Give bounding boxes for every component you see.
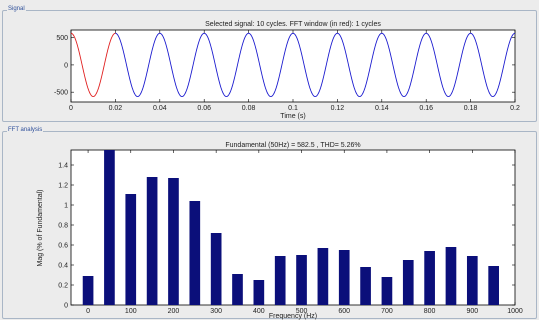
fft-x-tick-label: 400 (253, 308, 265, 315)
fft-bar (210, 233, 222, 305)
fft-chart: Fundamental (50Hz) = 582.5 , THD= 5.26% … (37, 142, 523, 320)
signal-x-tick-label: 0.08 (242, 105, 256, 112)
signal-x-axis-label: Time (s) (280, 113, 305, 120)
signal-x-tick-label: 0.06 (197, 105, 211, 112)
signal-x-tick-label: 0.12 (331, 105, 345, 112)
fft-bar (445, 247, 457, 305)
fft-bar (232, 274, 243, 305)
fft-x-tick-label: 800 (424, 308, 436, 315)
fft-x-axis-label: Frequency (Hz) (269, 313, 317, 320)
signal-x-tick-label: 0.2 (510, 105, 520, 112)
fft-bar (168, 178, 179, 305)
fft-bar (402, 260, 414, 305)
fft-bar (317, 248, 329, 305)
fft-y-tick-label: 0.8 (58, 223, 68, 230)
fft-panel-label: FFT analysis (7, 126, 44, 135)
signal-x-tick-label: 0 (69, 105, 73, 112)
fft-y-axis-label: Mag (% of Fundamental) (37, 189, 44, 266)
fft-x-tick-label: 500 (296, 308, 308, 315)
fft-bar (488, 266, 499, 305)
fft-x-tick-label: 900 (466, 308, 478, 315)
signal-panel-label: Signal (7, 5, 26, 14)
fft-chart-title: Fundamental (50Hz) = 582.5 , THD= 5.26% (225, 142, 360, 149)
signal-x-tick-label: 0.02 (109, 105, 123, 112)
signal-x-tick-label: 0.14 (375, 105, 389, 112)
signal-x-tick-label: 0.1 (288, 105, 298, 112)
fft-y-tick-label: 1.4 (58, 163, 68, 170)
fft-bar (424, 251, 435, 305)
signal-x-tick-label: 0.18 (464, 105, 478, 112)
fft-bar (338, 250, 350, 305)
fft-bar (466, 256, 478, 305)
signal-chart: Selected signal: 10 cycles. FFT window (… (54, 21, 520, 120)
fft-window-series (70, 32, 116, 98)
fft-x-tick-label: 700 (381, 308, 393, 315)
fft-y-tick-label: 0 (64, 303, 68, 310)
signal-panel: Signal (2, 5, 537, 122)
signal-y-tick-label: -500 (54, 90, 68, 97)
signal-plot-area (70, 29, 516, 103)
signal-series (115, 32, 516, 98)
fft-bar (381, 277, 393, 305)
fft-bar (253, 280, 265, 305)
fft-x-tick-label: 300 (210, 308, 222, 315)
fft-bar (274, 256, 286, 305)
fft-y-tick-label: 1 (64, 203, 68, 210)
fft-x-tick-label: 0 (86, 308, 90, 315)
fft-plot-area (70, 149, 516, 306)
fft-bar (360, 267, 371, 305)
fft-bar (296, 255, 307, 305)
signal-y-tick-label: 500 (56, 35, 68, 42)
signal-x-tick-label: 0.16 (419, 105, 433, 112)
fft-bar (125, 194, 137, 305)
signal-x-tick-label: 0.04 (153, 105, 167, 112)
fft-x-tick-label: 1000 (507, 308, 523, 315)
fft-y-tick-label: 0.4 (58, 263, 68, 270)
fft-bar (146, 177, 158, 305)
fft-x-tick-label: 100 (125, 308, 137, 315)
fft-y-tick-label: 1.2 (58, 183, 68, 190)
fft-bar (189, 201, 201, 305)
fft-y-tick-label: 0.6 (58, 243, 68, 250)
signal-chart-title: Selected signal: 10 cycles. FFT window (… (205, 21, 381, 28)
fft-x-tick-label: 600 (338, 308, 350, 315)
fft-y-tick-label: 0.2 (58, 283, 68, 290)
signal-y-tick-label: 0 (64, 62, 68, 69)
fft-x-tick-label: 200 (168, 308, 180, 315)
fft-panel: FFT analysis (2, 126, 537, 319)
fft-bar (82, 276, 94, 305)
fft-bar (104, 150, 115, 305)
